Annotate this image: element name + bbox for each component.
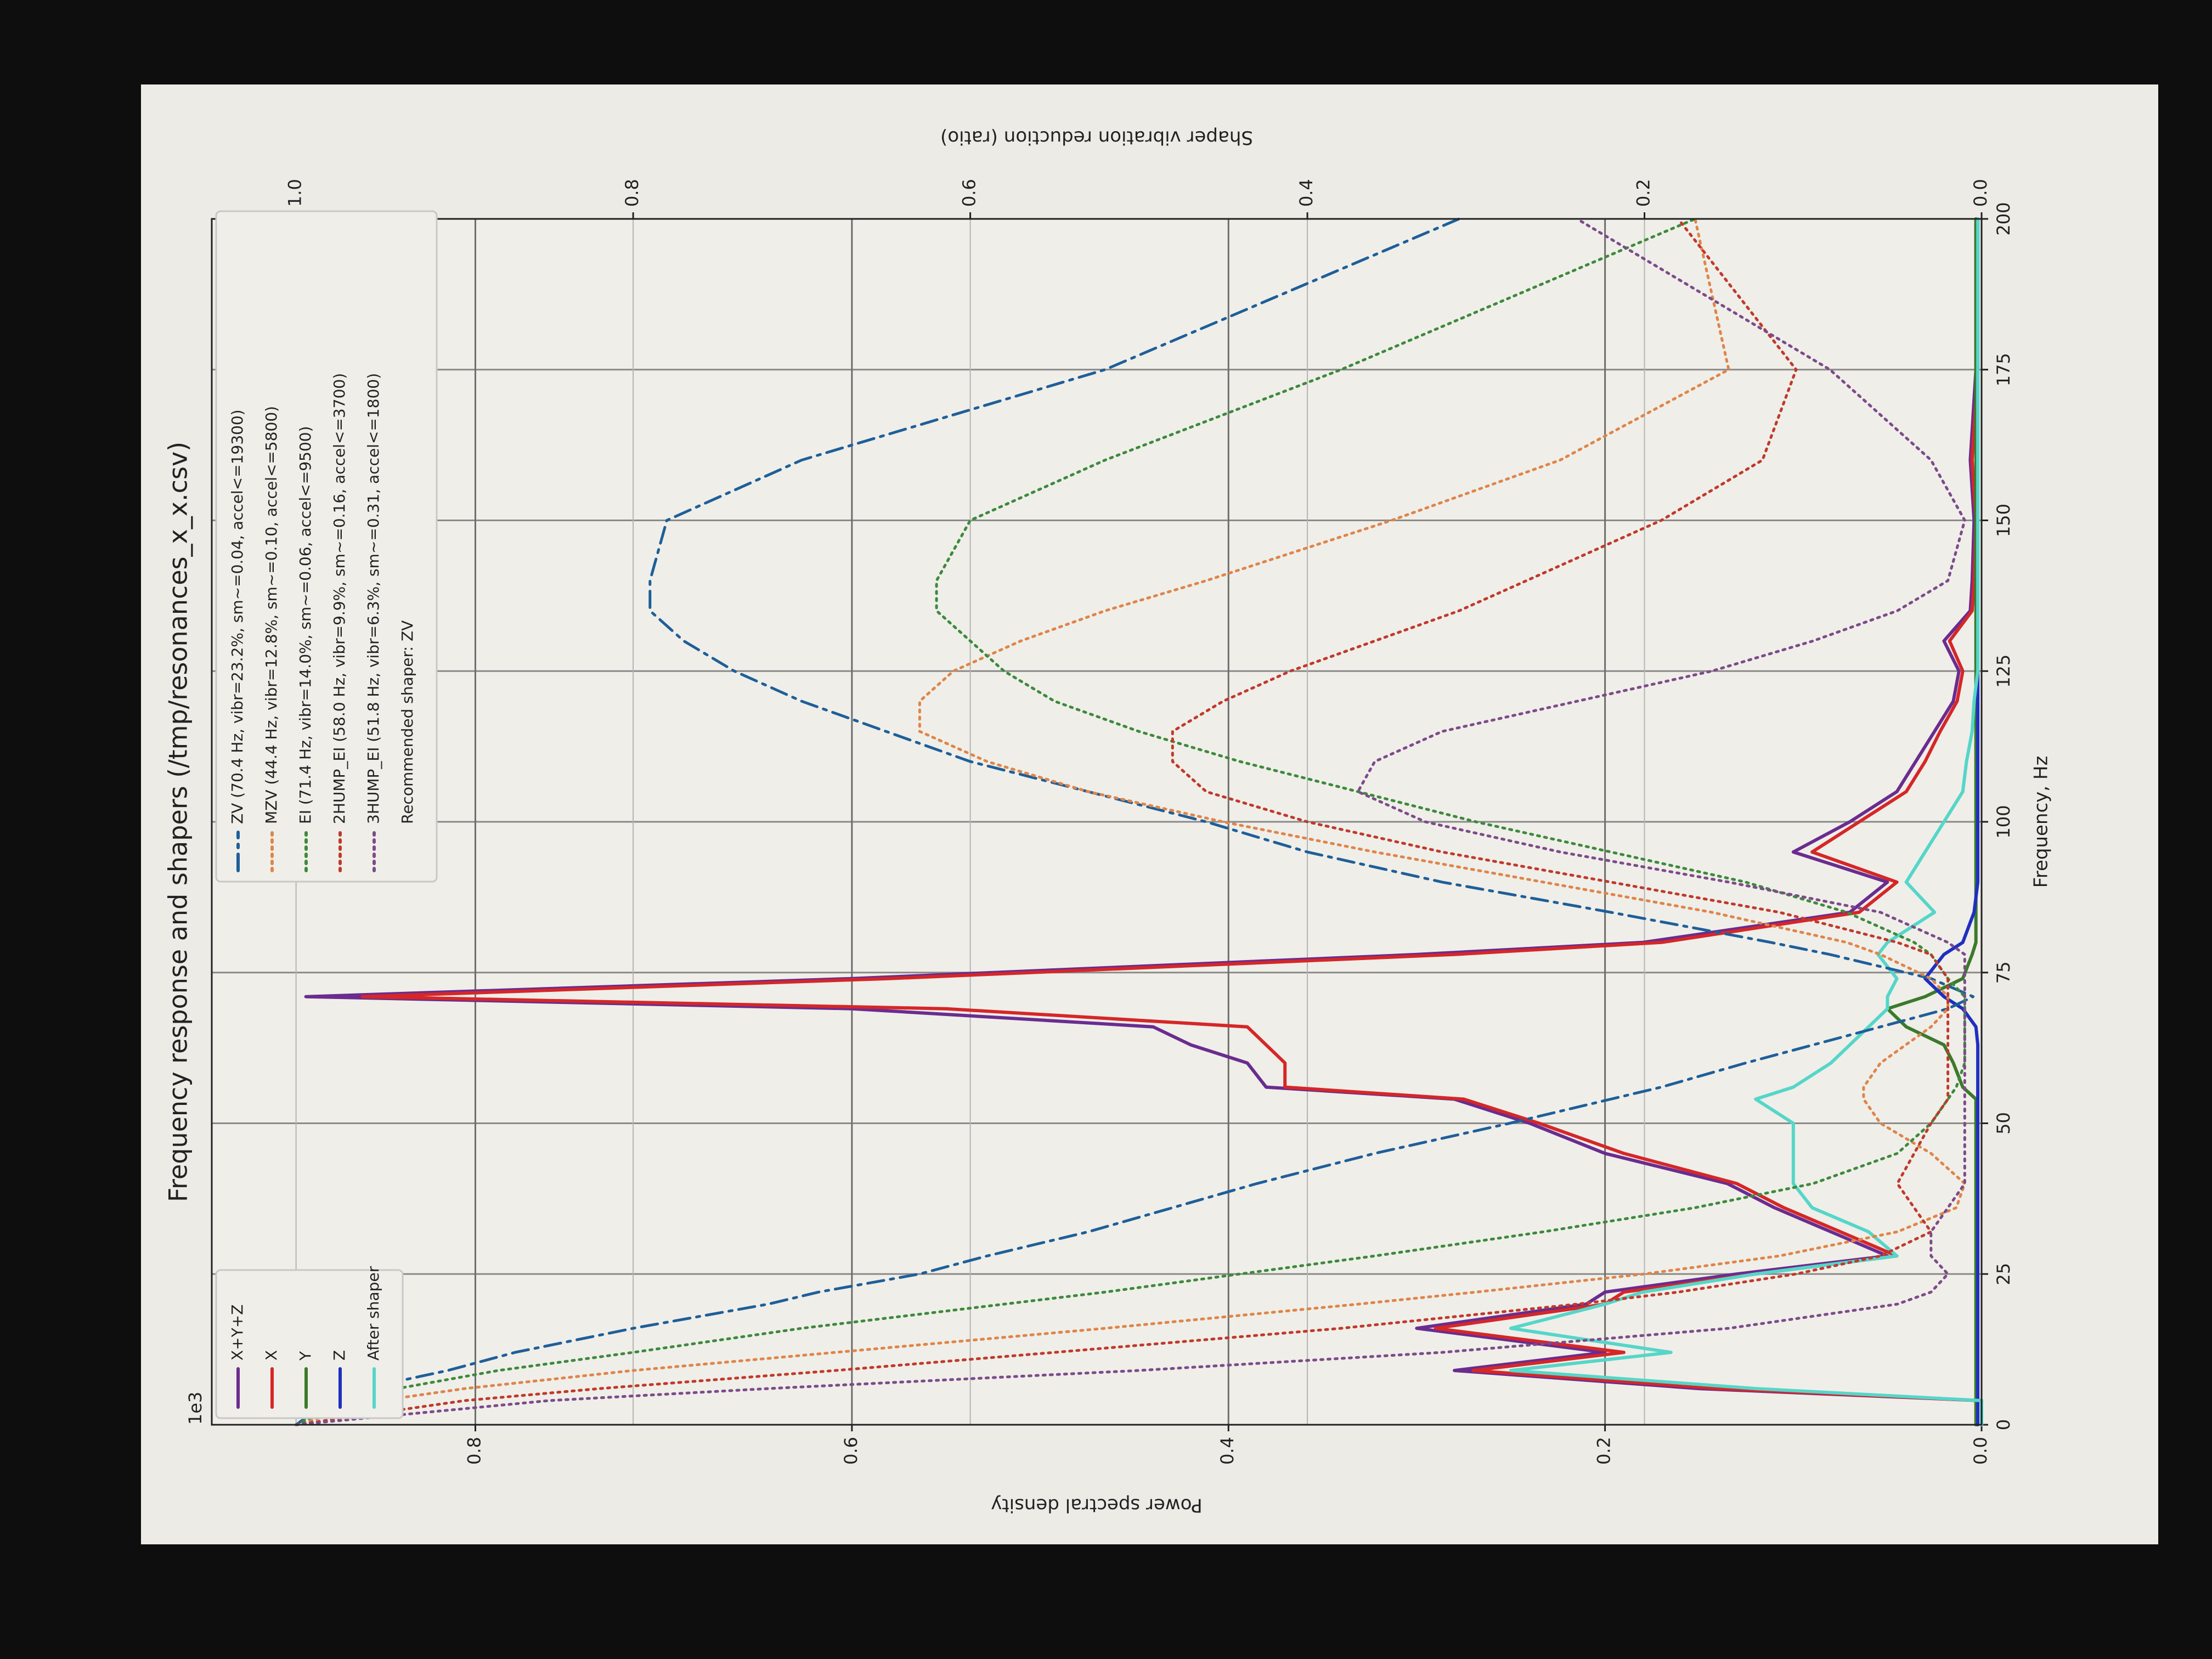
legend-label: 2HUMP_EI (58.0 Hz, vibr=9.9%, sm~=0.16, … [330, 373, 348, 824]
y2-tick-label: 0.4 [1296, 179, 1317, 207]
x-tick-label: 50 [1993, 1112, 2014, 1135]
legend-label: Z [330, 1350, 348, 1361]
legend-label: X [262, 1350, 280, 1361]
legend-label: After shaper [364, 1266, 382, 1361]
y-tick-label: 0.0 [1970, 1437, 1991, 1465]
x-tick-label: 25 [1993, 1263, 2014, 1285]
x-tick-label: 0 [1993, 1419, 2014, 1430]
series-line [1509, 217, 1983, 1426]
y-tick-label: 0.6 [840, 1437, 861, 1465]
x-axis-label: Frequency, Hz [2030, 756, 2052, 888]
y2-tick-label: 1.0 [285, 179, 306, 207]
y2-axis-label: Shaper vibration reduction (ratio) [940, 127, 1253, 149]
legend-label: MZV (44.4 Hz, vibr=12.8%, sm~=0.10, acce… [262, 406, 280, 824]
legend-label: X+Y+Z [228, 1305, 246, 1361]
x-tick-label: 200 [1993, 202, 2014, 235]
y2-tick-label: 0.0 [1970, 179, 1991, 207]
x-tick-label: 100 [1993, 805, 2014, 838]
series-line [295, 217, 1966, 1426]
chart-title: Frequency response and shapers (/tmp/res… [163, 442, 193, 1202]
series-line [360, 217, 1983, 1426]
recommended-shaper: Recommended shaper: ZV [398, 620, 416, 824]
legend-label: Y [296, 1351, 314, 1361]
plot-frame [211, 218, 1983, 1426]
legend-label: ZV (70.4 Hz, vibr=23.2%, sm~=0.04, accel… [228, 409, 246, 824]
x-tick-label: 175 [1993, 353, 2014, 386]
y2-tick-label: 0.2 [1633, 179, 1654, 207]
x-tick-label: 125 [1993, 654, 2014, 688]
legend-label: EI (71.4 Hz, vibr=14.0%, sm~=0.06, accel… [296, 426, 314, 824]
y2-tick-label: 0.6 [959, 179, 980, 207]
y-tick-label: 0.2 [1594, 1437, 1615, 1465]
series-line [295, 217, 1966, 1426]
series-line [304, 217, 1983, 1426]
y-tick-label: 0.4 [1217, 1437, 1238, 1465]
legend-label: 3HUMP_EI (51.8 Hz, vibr=6.3%, sm~=0.31, … [364, 373, 382, 824]
series-line [295, 217, 1975, 1426]
legend-box [215, 1269, 404, 1419]
chart: 02550751001251501752000.00.20.40.60.80.0… [163, 127, 2052, 1516]
x-tick-label: 150 [1993, 504, 2014, 537]
legend-box [215, 210, 438, 883]
offset-label: 1e3 [185, 1392, 206, 1425]
x-tick-label: 75 [1993, 961, 2014, 984]
series-line [295, 217, 1950, 1426]
y-axis-label: Power spectral density [991, 1494, 1203, 1516]
y-tick-label: 0.8 [464, 1437, 484, 1465]
y2-tick-label: 0.8 [622, 179, 642, 207]
